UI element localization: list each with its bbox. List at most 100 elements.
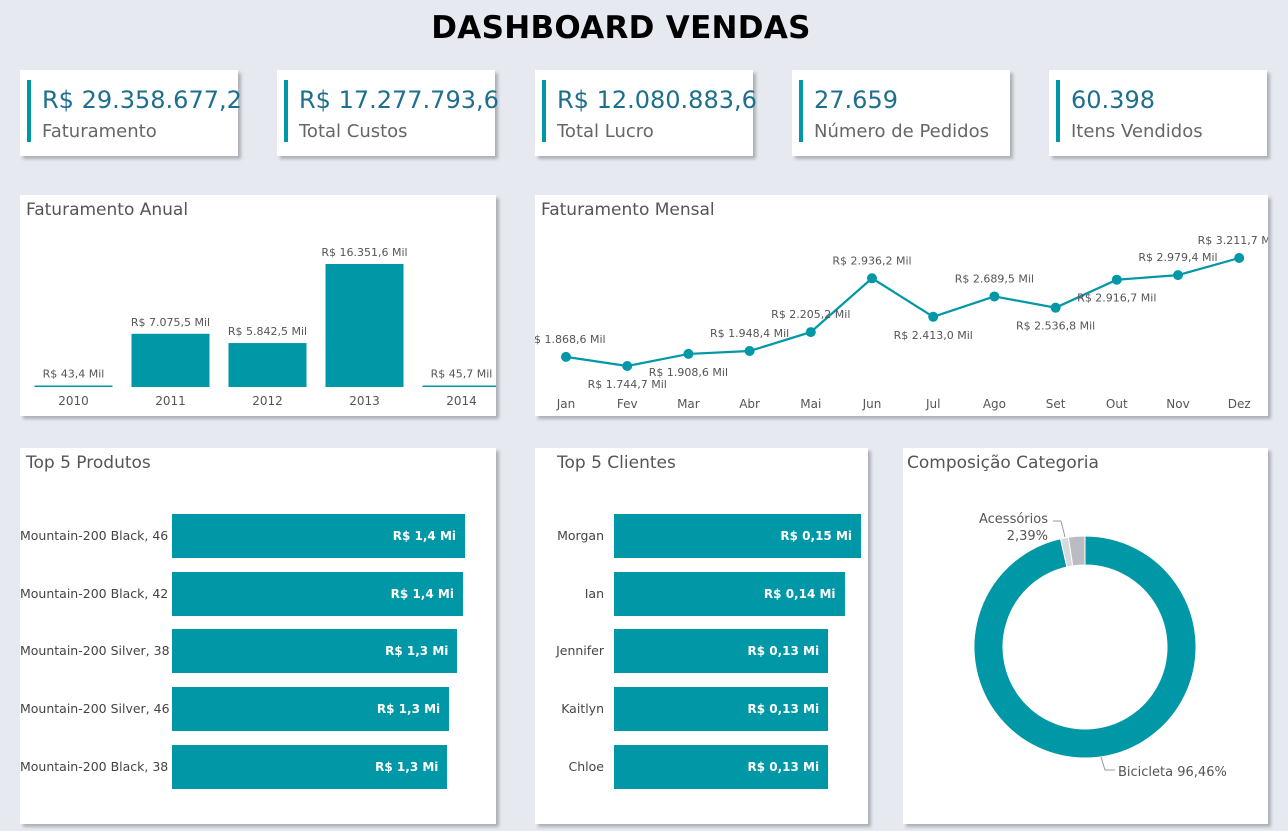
category-panel[interactable]: Composição Categoria Acessórios 2,39% Bici… xyxy=(903,448,1268,824)
donut-leader-line xyxy=(1053,520,1066,538)
kpi-accent-bar xyxy=(27,80,31,142)
monthly-data-point xyxy=(1111,274,1122,285)
top-client-bar[interactable]: R$ 0,15 Mi xyxy=(614,514,861,558)
kpi-card-total-lucro[interactable]: R$ 12.080.883,6 Total Lucro xyxy=(535,70,757,156)
kpi-label: Total Custos xyxy=(299,121,408,142)
top-product-label: Mountain-200 Black, 38 xyxy=(20,759,169,774)
monthly-x-tick-label: Set xyxy=(1046,397,1066,411)
monthly-x-tick-label: Dez xyxy=(1228,397,1251,411)
top-client-label: Kaitlyn xyxy=(561,701,604,716)
annual-x-tick-label: 2010 xyxy=(58,394,89,408)
kpi-accent-bar xyxy=(284,80,288,142)
annual-bar xyxy=(131,333,210,387)
kpi-card-faturamento[interactable]: R$ 29.358.677,2 Faturamento xyxy=(20,70,242,156)
monthly-x-tick-label: Mai xyxy=(800,397,821,411)
top-product-bar[interactable]: R$ 1,3 Mi xyxy=(172,629,458,673)
top-product-bar[interactable]: R$ 1,3 Mi xyxy=(172,687,450,731)
annual-x-tick-label: 2012 xyxy=(252,394,283,408)
top-product-value-label: R$ 1,3 Mi xyxy=(375,760,439,774)
annual-bar-value-label: R$ 7.075,5 Mil xyxy=(131,316,210,329)
monthly-data-label: R$ 2.936,2 Mil xyxy=(832,254,911,267)
monthly-data-point xyxy=(805,327,816,338)
top-client-label: Jennifer xyxy=(556,643,604,658)
top-client-row[interactable]: Chloe R$ 0,13 Mi xyxy=(535,745,868,789)
donut-label-pct: 2,39% xyxy=(1007,529,1048,544)
top-client-row[interactable]: Jennifer R$ 0,13 Mi xyxy=(535,629,868,673)
top-client-value-label: R$ 0,13 Mi xyxy=(747,702,820,716)
donut-slice xyxy=(1067,535,1086,567)
top-product-bar[interactable]: R$ 1,4 Mi xyxy=(172,514,465,558)
monthly-data-point xyxy=(622,361,633,371)
annual-revenue-title: Faturamento Anual xyxy=(26,200,189,220)
donut-label-name: Acessórios xyxy=(979,512,1048,527)
top-client-row[interactable]: Kaitlyn R$ 0,13 Mi xyxy=(535,687,868,731)
annual-bar-value-label: R$ 45,7 Mil xyxy=(431,368,493,381)
top-client-label: Morgan xyxy=(557,528,604,543)
top-clients-panel[interactable]: Top 5 Clientes Morgan R$ 0,15 Mi Ian R$ 0,1… xyxy=(535,448,868,824)
top-products-panel[interactable]: Top 5 Produtos Mountain-200 Black, 46 R$ … xyxy=(20,448,496,824)
monthly-x-tick-label: Abr xyxy=(739,397,760,411)
top-product-bar[interactable]: R$ 1,3 Mi xyxy=(172,745,448,789)
monthly-x-tick-label: Jul xyxy=(925,397,940,411)
annual-bar xyxy=(325,264,404,387)
annual-x-tick-label: 2013 xyxy=(349,394,380,408)
monthly-data-point xyxy=(561,351,571,362)
monthly-data-point xyxy=(1173,270,1183,281)
top-product-row[interactable]: Mountain-200 Black, 38 R$ 1,3 Mi xyxy=(20,745,496,789)
kpi-card-numero-pedidos[interactable]: 27.659 Número de Pedidos xyxy=(792,70,1010,156)
annual-bar-value-label: R$ 16.351,6 Mil xyxy=(321,246,407,259)
monthly-data-label: R$ 1.868,6 Mil xyxy=(535,333,606,346)
monthly-data-label: R$ 2.413,0 Mil xyxy=(894,329,973,342)
top-client-row[interactable]: Morgan R$ 0,15 Mi xyxy=(535,514,868,558)
top-client-bar[interactable]: R$ 0,13 Mi xyxy=(614,629,829,673)
monthly-x-tick-label: Nov xyxy=(1166,397,1189,411)
annual-bar xyxy=(228,343,307,387)
annual-bar-value-label: R$ 43,4 Mil xyxy=(43,368,105,381)
top-clients-title: Top 5 Clientes xyxy=(557,453,676,473)
top-client-bar[interactable]: R$ 0,13 Mi xyxy=(614,687,829,731)
top-product-label: Mountain-200 Silver, 46 xyxy=(20,701,170,716)
top-clients-chart: Morgan R$ 0,15 Mi Ian R$ 0,14 Mi Jennifer R$ … xyxy=(535,448,868,824)
kpi-value: 60.398 xyxy=(1071,86,1155,114)
monthly-data-label: R$ 3.211,7 Mil xyxy=(1198,234,1268,247)
annual-revenue-panel[interactable]: Faturamento Anual R$ 43,4 Mil 2010 R$ 7.07… xyxy=(20,195,496,416)
kpi-card-itens-vendidos[interactable]: 60.398 Itens Vendidos xyxy=(1049,70,1267,156)
top-products-chart: Mountain-200 Black, 46 R$ 1,4 Mi Mountain-… xyxy=(20,448,496,824)
monthly-data-label: R$ 1.744,7 Mil xyxy=(588,378,667,391)
monthly-x-tick-label: Fev xyxy=(617,397,638,411)
top-client-bar[interactable]: R$ 0,14 Mi xyxy=(614,572,845,616)
monthly-data-label: R$ 2.536,8 Mil xyxy=(1016,320,1095,333)
annual-bar xyxy=(34,385,113,387)
top-client-value-label: R$ 0,15 Mi xyxy=(780,529,852,543)
monthly-data-label: R$ 2.205,2 Mil xyxy=(771,308,850,321)
top-product-label: Mountain-200 Black, 42 xyxy=(20,586,169,601)
top-product-value-label: R$ 1,3 Mi xyxy=(376,702,441,716)
top-product-bar[interactable]: R$ 1,4 Mi xyxy=(172,572,463,616)
annual-x-tick-label: 2011 xyxy=(155,394,186,408)
monthly-x-tick-label: Out xyxy=(1106,397,1128,411)
page-title: DASHBOARD VENDAS xyxy=(431,10,811,46)
top-product-row[interactable]: Mountain-200 Silver, 46 R$ 1,3 Mi xyxy=(20,687,496,731)
monthly-series-line xyxy=(565,256,1240,368)
top-client-bar[interactable]: R$ 0,13 Mi xyxy=(614,745,829,789)
top-product-row[interactable]: Mountain-200 Black, 46 R$ 1,4 Mi xyxy=(20,514,496,558)
kpi-card-total-custos[interactable]: R$ 17.277.793,6 Total Custos xyxy=(277,70,499,156)
top-client-value-label: R$ 0,13 Mi xyxy=(747,644,820,658)
monthly-data-point xyxy=(1050,302,1061,313)
kpi-accent-bar xyxy=(542,80,546,142)
kpi-label: Itens Vendidos xyxy=(1071,121,1203,142)
top-client-label: Ian xyxy=(584,586,604,601)
kpi-value: R$ 29.358.677,2 xyxy=(42,86,242,114)
kpi-label: Número de Pedidos xyxy=(814,121,989,142)
top-product-row[interactable]: Mountain-200 Black, 42 R$ 1,4 Mi xyxy=(20,572,496,616)
monthly-data-point xyxy=(744,346,755,357)
top-client-row[interactable]: Ian R$ 0,14 Mi xyxy=(535,572,868,616)
kpi-label: Faturamento xyxy=(42,121,157,142)
top-product-row[interactable]: Mountain-200 Silver, 38 R$ 1,3 Mi xyxy=(20,629,496,673)
top-product-label: Mountain-200 Silver, 38 xyxy=(20,643,170,658)
top-product-value-label: R$ 1,4 Mi xyxy=(392,529,456,543)
kpi-value: 27.659 xyxy=(814,86,898,114)
monthly-data-point xyxy=(928,311,939,322)
monthly-x-tick-label: Jan xyxy=(556,397,576,411)
